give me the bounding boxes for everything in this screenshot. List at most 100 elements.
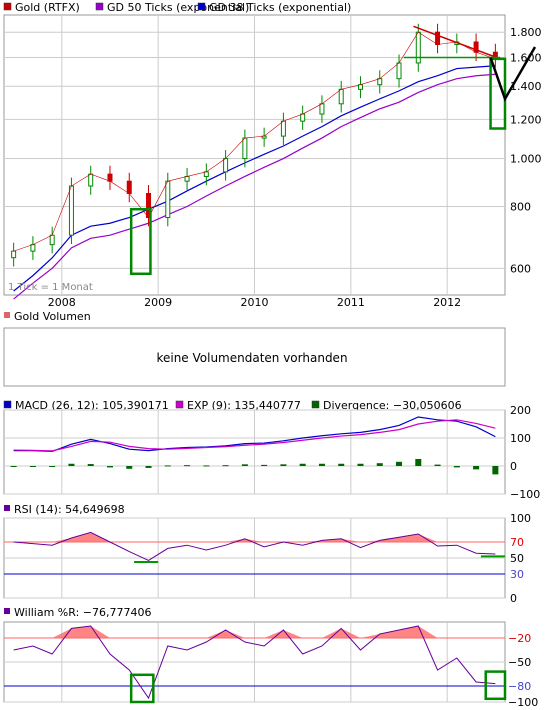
rsi-y-tick-label: 50 xyxy=(510,552,524,565)
gold-candle-body xyxy=(184,175,190,182)
gold-candle-body xyxy=(223,158,229,173)
exp-line xyxy=(13,419,496,452)
price-y-tick-label: 800 xyxy=(510,201,531,214)
macd-y-ticks: 200 100 0 −100 xyxy=(510,404,540,501)
gold-line xyxy=(13,31,496,252)
price-annotations xyxy=(129,25,537,276)
macd-y-tick-label: −100 xyxy=(510,488,540,501)
price-y-tick-label: 600 xyxy=(510,262,531,275)
price-series xyxy=(11,23,498,300)
highlight-box-2012 xyxy=(489,57,507,130)
divergence-bar xyxy=(10,466,17,467)
rsi-y-ticks: 100 70 50 30 0 xyxy=(510,512,531,605)
williams-fill xyxy=(13,626,496,638)
rsi-legend-swatch xyxy=(4,505,10,511)
price-y-tick-label: 1.000 xyxy=(510,153,542,166)
divergence-bar xyxy=(222,465,229,467)
divergence-bar xyxy=(492,466,499,475)
williams-y-tick-label: −20 xyxy=(508,632,531,645)
volume-plot-area xyxy=(3,327,506,387)
williams-legend-label: William %R: −76,777406 xyxy=(14,606,151,619)
macd-legend-swatch xyxy=(175,400,184,409)
resistance-trendline xyxy=(413,25,501,60)
price-y-ticks: 1.800 1.600 1.400 1.200 1.000 800 600 xyxy=(510,26,542,275)
price-legend-label: Gold (RTFX) xyxy=(15,1,80,14)
williams-legend-swatch xyxy=(4,608,10,614)
price-x-tick-label: 2009 xyxy=(144,296,172,309)
divergence-bar xyxy=(145,466,152,468)
price-legend-swatch xyxy=(95,2,104,11)
tick-note: 1 Tick = 1 Monat xyxy=(8,282,93,293)
no-volume-message: keine Volumendaten vorhanden xyxy=(156,351,347,365)
price-legend-swatch xyxy=(3,2,12,11)
price-y-tick-label: 1.400 xyxy=(510,80,542,93)
gold-candle-body xyxy=(11,250,17,259)
williams-y-tick-label: −100 xyxy=(508,696,538,709)
volume-panel: Gold Volumen keine Volumendaten vorhande… xyxy=(3,310,506,387)
drawn-v-arrow xyxy=(489,46,537,102)
price-y-tick-label: 1.600 xyxy=(510,52,542,65)
williams-highlight-box-2012 xyxy=(484,670,507,701)
gd50-line xyxy=(13,73,496,300)
rsi-y-tick-label: 30 xyxy=(510,568,524,581)
gold-candle-body xyxy=(415,31,421,64)
macd-panel: MACD (26, 12): 105,390171 EXP (9): 135,44… xyxy=(3,399,540,501)
price-legend-label: GD 38 Ticks (exponential) xyxy=(209,1,351,14)
williams-y-tick-label: −80 xyxy=(508,680,531,693)
gold-candle-body xyxy=(396,62,402,80)
divergence-bar xyxy=(396,461,403,466)
price-x-tick-label: 2012 xyxy=(433,296,461,309)
price-legend-swatch xyxy=(197,2,206,11)
macd-grid xyxy=(4,409,505,495)
divergence-bar xyxy=(68,463,75,466)
williams-panel: William %R: −76,777406 −20 −50 −80 −100 xyxy=(3,606,538,709)
gold-candle-body xyxy=(242,137,248,160)
divergence-bar xyxy=(280,464,287,466)
gold-candle-body xyxy=(338,88,344,105)
gold-candle-body xyxy=(68,185,74,236)
divergence-bar xyxy=(338,463,345,466)
divergence-bar xyxy=(49,466,56,467)
gold-candle-body xyxy=(88,173,94,187)
macd-legend: MACD (26, 12): 105,390171 EXP (9): 135,44… xyxy=(3,399,462,412)
divergence-bar xyxy=(473,466,480,470)
volume-legend-swatch xyxy=(4,312,10,318)
price-x-tick-label: 2008 xyxy=(48,296,76,309)
macd-y-tick-label: 100 xyxy=(510,432,531,445)
macd-line xyxy=(13,416,496,453)
williams-line xyxy=(13,625,496,700)
rsi-panel: RSI (14): 54,649698 100 70 50 30 0 xyxy=(3,503,531,605)
divergence-bar xyxy=(299,463,306,466)
gold-candle-body xyxy=(280,120,286,137)
gold-candle-body xyxy=(357,84,363,90)
macd-legend-label: EXP (9): 135,440777 xyxy=(187,399,301,412)
macd-legend-swatch xyxy=(311,400,320,409)
rsi-y-tick-label: 70 xyxy=(510,536,524,549)
price-legend: Gold (RTFX) GD 50 Ticks (exponential)GD 3… xyxy=(3,1,351,14)
macd-y-tick-label: 0 xyxy=(510,460,517,473)
williams-y-ticks: −20 −50 −80 −100 xyxy=(508,632,538,709)
gold-candle-body xyxy=(377,78,383,86)
price-x-tick-label: 2010 xyxy=(241,296,269,309)
price-x-ticks: 2008 2009 2010 2011 2012 xyxy=(48,296,461,309)
divergence-bar xyxy=(184,465,191,467)
rsi-legend-label: RSI (14): 54,649698 xyxy=(14,503,125,516)
macd-legend-label: MACD (26, 12): 105,390171 xyxy=(15,399,169,412)
rsi-series xyxy=(13,531,505,563)
price-y-tick-label: 1.200 xyxy=(510,113,542,126)
divergence-bar xyxy=(164,465,171,467)
divergence-bar xyxy=(126,466,133,469)
divergence-bar xyxy=(29,466,36,467)
gold-candle-body xyxy=(49,234,55,246)
divergence-bar xyxy=(87,464,94,466)
gold-candle-body xyxy=(203,171,209,177)
volume-legend-label: Gold Volumen xyxy=(14,310,91,323)
macd-legend-label: Divergence: −30,050606 xyxy=(323,399,462,412)
macd-y-tick-label: 200 xyxy=(510,404,531,417)
williams-highlight-box-2008 xyxy=(129,673,155,704)
rsi-y-tick-label: 0 xyxy=(510,592,517,605)
divergence-bar xyxy=(106,466,113,468)
divergence-bar xyxy=(415,459,422,466)
gold-candle-body xyxy=(319,103,325,115)
